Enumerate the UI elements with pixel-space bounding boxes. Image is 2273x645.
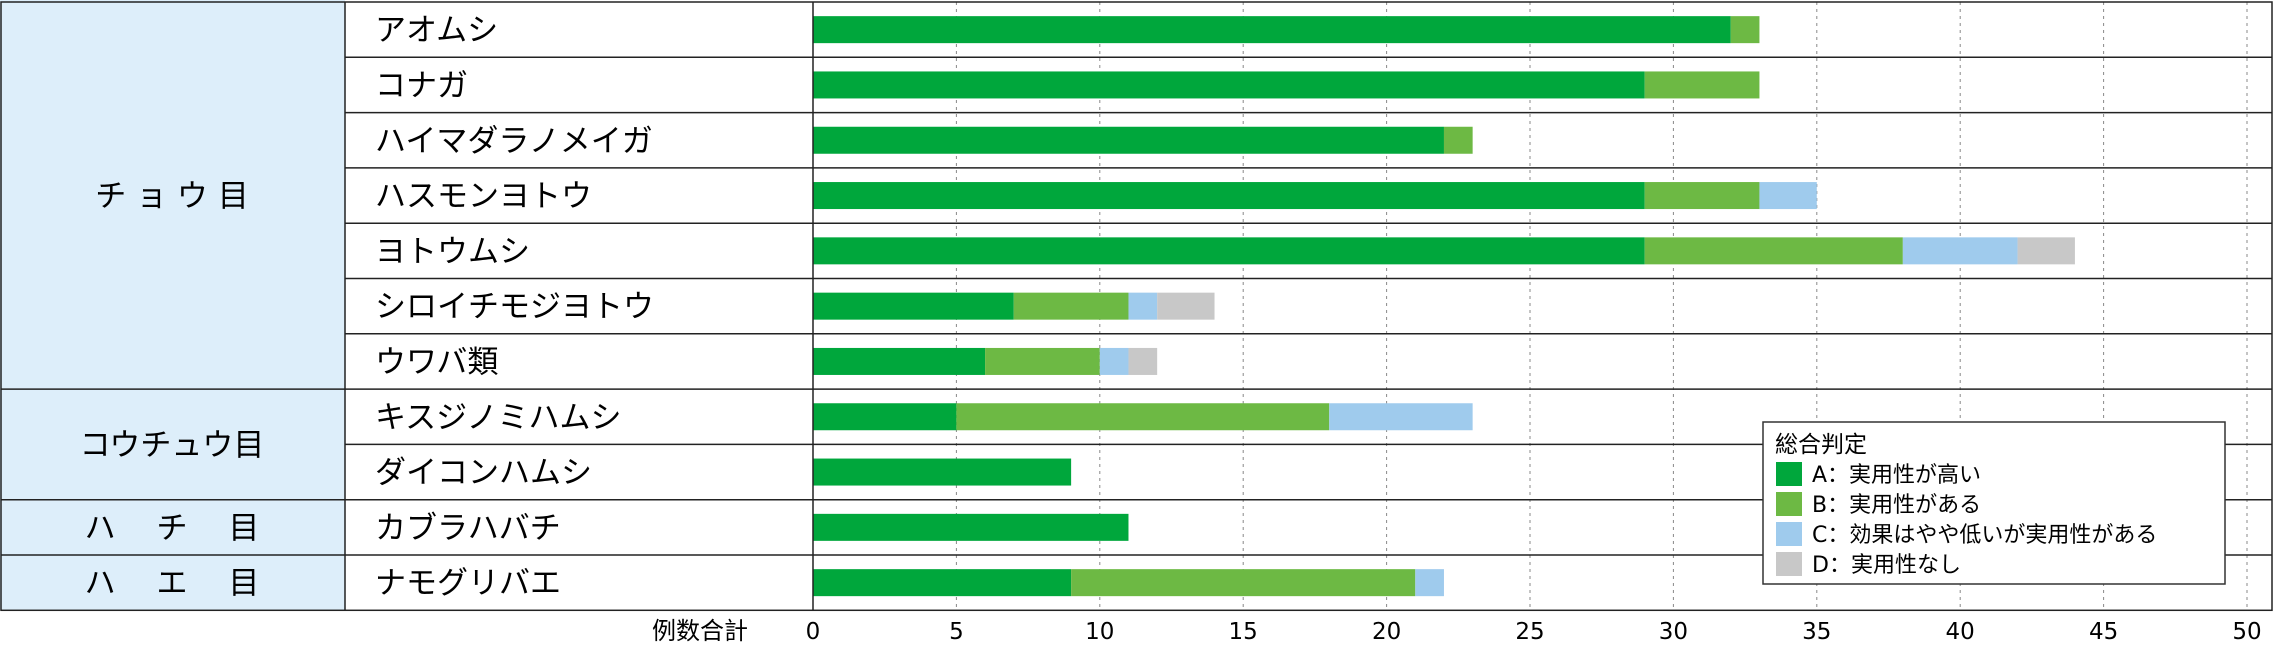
x-tick-label-8: 40 [1946, 619, 1975, 645]
row-label-10: ナモグリバエ [375, 566, 561, 602]
x-tick-label-0: 0 [806, 619, 821, 645]
legend-label-2: C：効果はやや低いが実用性がある [1812, 523, 2157, 548]
row-label-2: ハイマダラノメイガ [375, 123, 653, 159]
row-label-7: キスジノミハムシ [375, 400, 621, 436]
legend-swatch-2 [1776, 522, 1802, 546]
x-tick-label-10: 50 [2232, 619, 2261, 645]
bar-7-series-0 [813, 403, 957, 431]
bar-10-series-2 [1415, 569, 1444, 597]
x-tick-label-9: 45 [2089, 619, 2118, 645]
row-label-3: ハスモンヨトウ [375, 179, 592, 215]
row-label-0: アオムシ [375, 13, 498, 49]
legend-label-1: B：実用性がある [1812, 493, 1981, 518]
group-label-2: ハ チ 目 [85, 510, 260, 546]
legend-box [1762, 421, 2226, 585]
bar-2-series-0 [813, 126, 1444, 154]
bar-3-series-1 [1644, 182, 1760, 210]
row-labels: アオムシコナガハイマダラノメイガハスモンヨトウヨトウムシシロイチモジヨトウウワバ… [375, 13, 654, 602]
bar-6-series-2 [1099, 347, 1129, 375]
legend-label-3: D：実用性なし [1812, 553, 1961, 578]
bar-5-series-3 [1157, 292, 1215, 320]
bar-6-series-3 [1128, 347, 1158, 375]
legend-swatch-1 [1776, 492, 1802, 516]
bar-10-series-1 [1071, 569, 1416, 597]
bars [813, 16, 2075, 597]
bar-5-series-0 [813, 292, 1014, 320]
bar-10-series-0 [813, 569, 1072, 597]
x-axis-title: 例数合計 [652, 617, 748, 645]
table-border [0, 1, 2273, 612]
legend-swatch-0 [1776, 462, 1802, 486]
group-label-1: コウチュウ目 [80, 427, 265, 463]
bar-5-series-2 [1128, 292, 1158, 320]
row-label-1: コナガ [375, 68, 468, 104]
bar-8-series-0 [813, 458, 1072, 486]
legend-label-0: A：実用性が高い [1812, 463, 1981, 488]
bar-7-series-1 [956, 403, 1330, 431]
bar-5-series-1 [1013, 292, 1129, 320]
bar-1-series-0 [813, 71, 1645, 99]
legend-title: 総合判定 [1775, 432, 1867, 458]
bar-3-series-2 [1759, 182, 1817, 210]
bar-7-series-2 [1329, 403, 1473, 431]
bar-1-series-1 [1644, 71, 1760, 99]
group-label-0: チ ョ ウ 目 [95, 179, 249, 215]
bar-4-series-2 [1902, 237, 2018, 265]
bar-0-series-1 [1730, 16, 1760, 44]
x-tick-label-5: 25 [1515, 619, 1544, 645]
bar-6-series-0 [813, 347, 986, 375]
row-label-5: シロイチモジヨトウ [375, 289, 654, 325]
row-label-6: ウワバ類 [375, 344, 498, 380]
x-tick-label-6: 30 [1659, 619, 1688, 645]
bar-9-series-0 [813, 513, 1129, 541]
bar-4-series-3 [2017, 237, 2075, 265]
row-label-4: ヨトウムシ [375, 234, 530, 270]
legend: 総合判定 A：実用性が高い B：実用性がある C：効果はやや低いが実用性がある D：実… [1762, 421, 2226, 585]
x-axis: 例数合計 0 5 10 15 20 25 30 35 40 45 50 [652, 617, 2262, 645]
bar-4-series-0 [813, 237, 1645, 265]
bar-0-series-0 [813, 16, 1731, 44]
bar-2-series-1 [1443, 126, 1473, 154]
bar-4-series-1 [1644, 237, 1903, 265]
x-tick-label-3: 15 [1229, 619, 1258, 645]
x-tick-label-7: 35 [1802, 619, 1831, 645]
legend-swatch-3 [1776, 552, 1802, 576]
x-tick-label-2: 10 [1085, 619, 1114, 645]
row-label-9: カブラハバチ [375, 510, 561, 546]
group-label-3: ハ エ 目 [85, 566, 260, 602]
group-column-background [0, 0, 345, 610]
bar-6-series-1 [985, 347, 1100, 375]
row-label-8: ダイコンハムシ [375, 455, 592, 491]
bar-3-series-0 [813, 182, 1645, 210]
x-tick-label-4: 20 [1372, 619, 1401, 645]
x-tick-label-1: 5 [949, 619, 964, 645]
